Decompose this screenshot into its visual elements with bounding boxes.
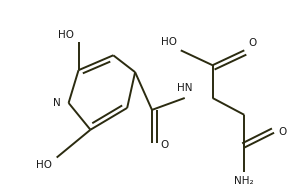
Text: HN: HN [177,83,193,93]
Text: NH₂: NH₂ [235,176,254,186]
Text: O: O [160,140,168,150]
Text: O: O [278,127,286,137]
Text: HO: HO [58,30,74,40]
Text: HO: HO [161,37,177,47]
Text: O: O [248,38,256,48]
Text: N: N [53,98,61,108]
Text: HO: HO [36,160,52,169]
